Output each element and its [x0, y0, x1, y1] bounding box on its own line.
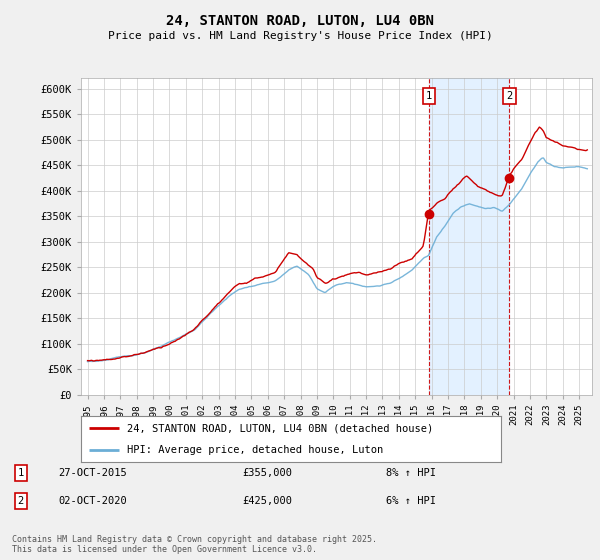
Text: 1: 1 [17, 468, 24, 478]
Text: 24, STANTON ROAD, LUTON, LU4 0BN (detached house): 24, STANTON ROAD, LUTON, LU4 0BN (detach… [127, 423, 433, 433]
Bar [429, 78, 509, 395]
Text: 2: 2 [17, 496, 24, 506]
Text: 2: 2 [506, 91, 512, 101]
Text: 8% ↑ HPI: 8% ↑ HPI [386, 468, 436, 478]
Text: 02-OCT-2020: 02-OCT-2020 [58, 496, 127, 506]
Text: Contains HM Land Registry data © Crown copyright and database right 2025.
This d: Contains HM Land Registry data © Crown c… [12, 535, 377, 554]
Text: 27-OCT-2015: 27-OCT-2015 [58, 468, 127, 478]
Text: 24, STANTON ROAD, LUTON, LU4 0BN: 24, STANTON ROAD, LUTON, LU4 0BN [166, 14, 434, 28]
Text: £355,000: £355,000 [242, 468, 292, 478]
Text: Price paid vs. HM Land Registry's House Price Index (HPI): Price paid vs. HM Land Registry's House … [107, 31, 493, 41]
Text: HPI: Average price, detached house, Luton: HPI: Average price, detached house, Luto… [127, 445, 383, 455]
Text: £425,000: £425,000 [242, 496, 292, 506]
Text: 1: 1 [426, 91, 432, 101]
Text: 6% ↑ HPI: 6% ↑ HPI [386, 496, 436, 506]
